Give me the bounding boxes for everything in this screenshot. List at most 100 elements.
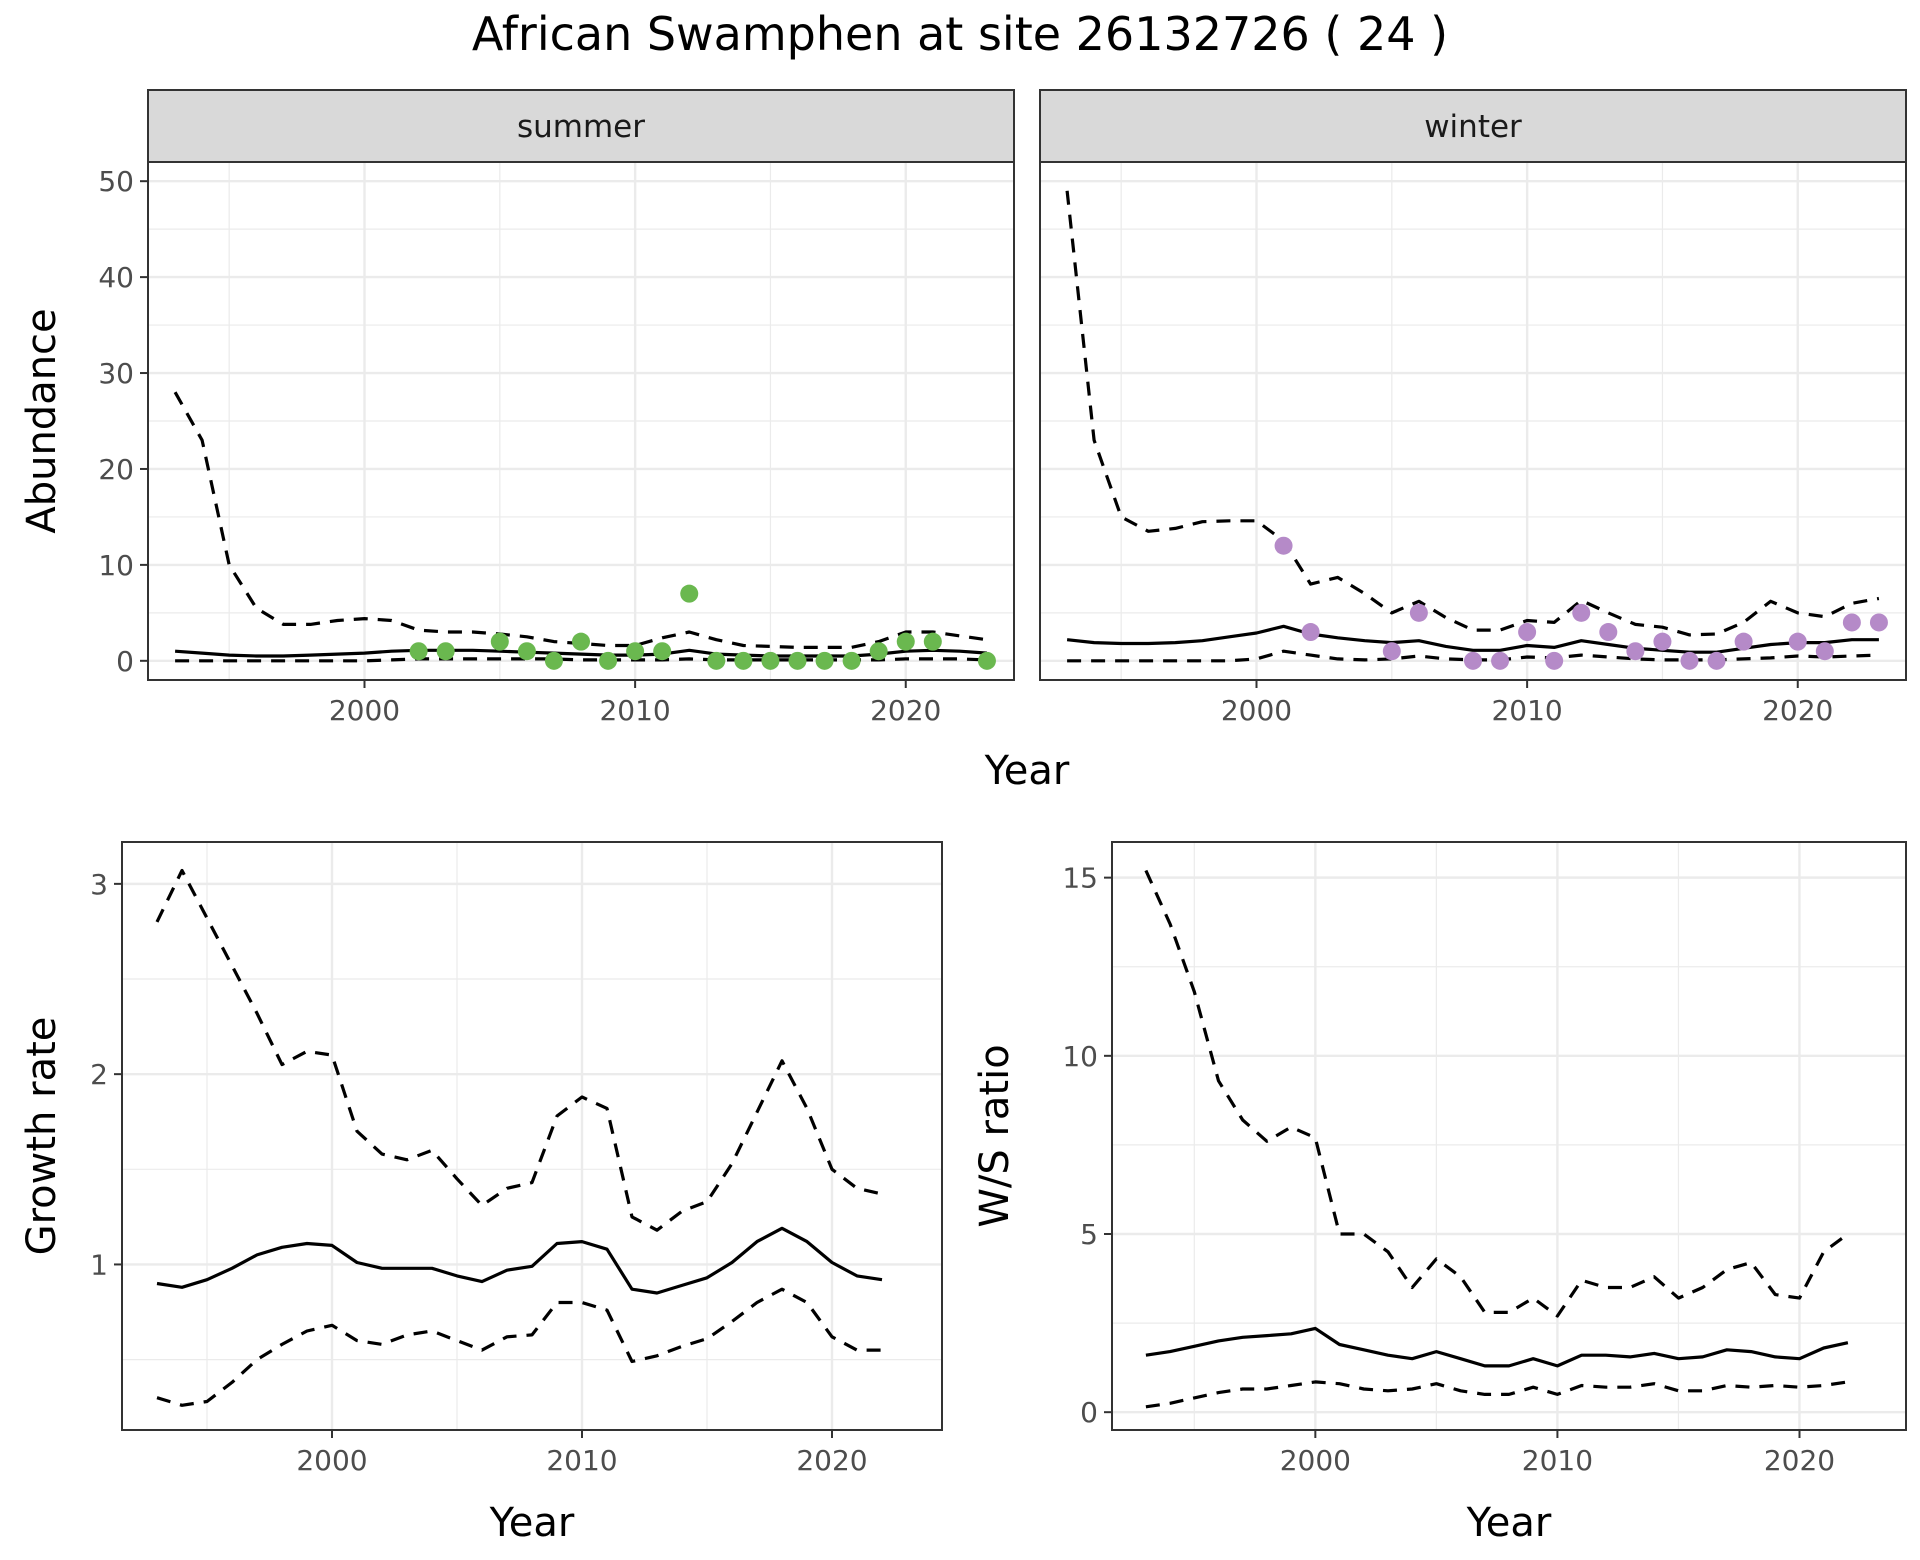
ratio-upper-ci-line xyxy=(1144,869,1849,1318)
winter-observed-point xyxy=(1680,651,1699,670)
summer-observed-point xyxy=(517,642,536,661)
growth-rate-panel: 1 2 3 2000 2010 2020 xyxy=(90,841,943,1477)
summer-observed-point xyxy=(815,651,834,670)
winter-mean-line xyxy=(1066,624,1879,654)
growth-y-tick-label: 3 xyxy=(90,868,108,901)
ratio-mean-line xyxy=(1145,1326,1849,1368)
summer-observed-point xyxy=(869,642,888,661)
winter-observed-point xyxy=(1464,651,1482,670)
summer-observed-point xyxy=(544,651,563,670)
summer-panel-border xyxy=(147,161,1015,681)
growth-y-tick-label: 2 xyxy=(90,1058,108,1091)
ratio-panel-border xyxy=(1111,841,1907,1431)
winter-strip: winter xyxy=(1039,89,1907,163)
summer-observed-point xyxy=(842,651,861,670)
summer-grid xyxy=(148,162,1014,680)
summer-observed-point xyxy=(977,651,996,670)
summer-observed-point xyxy=(788,651,807,670)
growth-y-axis-title: Growth rate xyxy=(19,1017,65,1256)
winter-x-tick-label: 2000 xyxy=(1221,694,1292,727)
ratio-grid xyxy=(1112,842,1906,1430)
ratio-y-tick-label: 0 xyxy=(1080,1396,1098,1429)
winter-observed-point xyxy=(1545,651,1564,670)
ratio-x-tick-label: 2010 xyxy=(1522,1444,1593,1477)
summer-observed-point xyxy=(409,642,428,661)
winter-lower-ci-line xyxy=(1067,649,1879,663)
ratio-y-tick-label: 5 xyxy=(1080,1218,1098,1251)
ws-ratio-panel: 0 5 10 15 2000 2010 2020 xyxy=(1062,841,1907,1477)
winter-upper-ci-line xyxy=(1065,190,1880,637)
summer-y-tick-label: 30 xyxy=(98,357,134,390)
summer-observed-point xyxy=(626,642,645,661)
growth-lower-ci-line xyxy=(156,1287,882,1407)
ratio-x-axis-title: Year xyxy=(1466,1500,1552,1546)
winter-observed-point xyxy=(1707,651,1726,670)
growth-upper-ci-line xyxy=(155,868,883,1232)
summer-observed-point xyxy=(490,632,509,651)
summer-y-tick-label: 50 xyxy=(98,165,134,198)
growth-x-tick-label: 2020 xyxy=(796,1444,867,1477)
winter-observed-point xyxy=(1869,613,1888,632)
ratio-series xyxy=(1144,869,1849,1409)
summer-y-tick-label: 40 xyxy=(98,261,134,294)
winter-grid xyxy=(1040,162,1906,680)
winter-observed-point xyxy=(1382,642,1401,661)
growth-y-ticks: 1 2 3 xyxy=(90,868,122,1281)
summer-observed-point xyxy=(599,651,618,670)
winter-observed-point xyxy=(1274,536,1293,555)
summer-y-tick-label: 0 xyxy=(116,645,134,678)
figure-title: African Swamphen at site 26132726 ( 24 ) xyxy=(472,7,1448,61)
ratio-y-tick-label: 10 xyxy=(1062,1040,1098,1073)
winter-observed-point xyxy=(1572,603,1591,622)
summer-y-tick-label: 20 xyxy=(98,453,134,486)
summer-observed-point xyxy=(734,651,753,670)
summer-observed-point xyxy=(923,632,942,651)
summer-upper-ci-line xyxy=(173,391,988,649)
summer-x-tick-label: 2000 xyxy=(329,694,400,727)
abundance-y-ticks: 0 10 20 30 40 50 xyxy=(98,165,148,678)
summer-x-tick-label: 2020 xyxy=(870,694,941,727)
growth-panel-border xyxy=(121,841,943,1431)
winter-observed-point xyxy=(1626,642,1645,661)
winter-x-tick-label: 2010 xyxy=(1491,694,1562,727)
summer-observed-point xyxy=(436,642,455,661)
winter-observed-point xyxy=(1491,651,1510,670)
winter-observed-point xyxy=(1301,623,1320,642)
ratio-y-tick-label: 15 xyxy=(1062,862,1098,895)
growth-x-tick-label: 2000 xyxy=(296,1444,367,1477)
growth-x-tick-label: 2010 xyxy=(546,1444,617,1477)
ratio-x-tick-label: 2020 xyxy=(1764,1444,1835,1477)
winter-observed-point xyxy=(1409,603,1428,622)
growth-grid xyxy=(122,842,942,1430)
summer-observed-point xyxy=(653,642,672,661)
summer-x-ticks: 2000 2010 2020 xyxy=(329,680,941,727)
ratio-x-ticks: 2000 2010 2020 xyxy=(1280,1430,1835,1477)
summer-y-tick-label: 10 xyxy=(98,549,134,582)
summer-strip-label: summer xyxy=(517,109,645,145)
ratio-y-axis-title: W/S ratio xyxy=(972,1044,1018,1227)
abundance-x-axis-title: Year xyxy=(984,748,1070,794)
summer-observed-point xyxy=(572,632,590,651)
winter-strip-box xyxy=(1039,89,1907,163)
growth-x-axis-title: Year xyxy=(489,1500,575,1546)
winter-series xyxy=(1065,190,1888,670)
winter-observed-point xyxy=(1815,642,1834,661)
summer-abundance-panel: summer 0 10 20 30 40 50 2000 2010 2020 xyxy=(98,89,1015,727)
ratio-x-tick-label: 2000 xyxy=(1280,1444,1351,1477)
growth-series xyxy=(155,868,883,1407)
winter-observed-point xyxy=(1734,632,1753,651)
summer-observed-point xyxy=(896,632,915,651)
winter-strip-label: winter xyxy=(1424,109,1522,145)
growth-x-ticks: 2000 2010 2020 xyxy=(296,1430,868,1477)
winter-observed-point xyxy=(1842,613,1861,632)
ratio-y-ticks: 0 5 10 15 xyxy=(1062,862,1112,1429)
ratio-lower-ci-line xyxy=(1145,1380,1849,1409)
winter-observed-point xyxy=(1599,623,1618,642)
summer-observed-point xyxy=(680,584,699,603)
winter-observed-point xyxy=(1653,632,1672,651)
growth-y-tick-label: 1 xyxy=(90,1248,108,1281)
winter-x-tick-label: 2020 xyxy=(1762,694,1833,727)
summer-mean-line xyxy=(174,648,988,658)
summer-x-tick-label: 2010 xyxy=(599,694,670,727)
